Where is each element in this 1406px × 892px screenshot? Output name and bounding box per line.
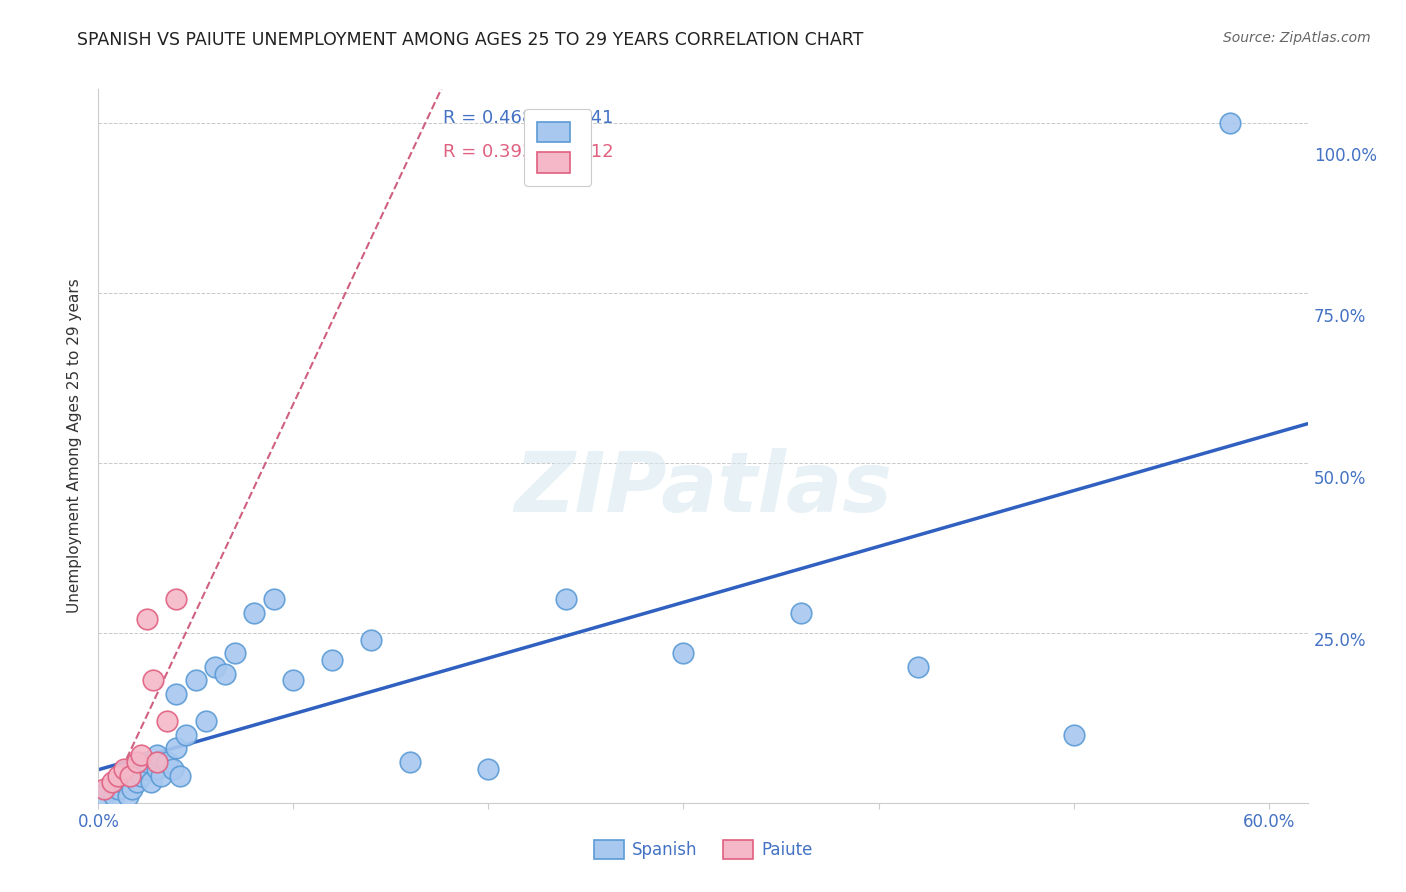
Point bbox=[224, 646, 246, 660]
Point bbox=[101, 775, 124, 789]
Point bbox=[146, 755, 169, 769]
Point bbox=[321, 653, 343, 667]
Point bbox=[399, 755, 422, 769]
Point bbox=[1219, 116, 1241, 130]
Point bbox=[97, 782, 120, 797]
Text: 100.0%: 100.0% bbox=[1313, 146, 1376, 164]
Point bbox=[131, 769, 153, 783]
Point bbox=[136, 612, 159, 626]
Point bbox=[127, 755, 149, 769]
Text: 75.0%: 75.0% bbox=[1313, 309, 1367, 326]
Point bbox=[107, 782, 129, 797]
Text: R = 0.393   N = 12: R = 0.393 N = 12 bbox=[443, 143, 613, 161]
Point bbox=[118, 769, 141, 783]
Point bbox=[360, 632, 382, 647]
Point bbox=[146, 762, 169, 776]
Text: 25.0%: 25.0% bbox=[1313, 632, 1367, 650]
Point bbox=[789, 606, 811, 620]
Point bbox=[243, 606, 266, 620]
Point bbox=[204, 660, 226, 674]
Text: Source: ZipAtlas.com: Source: ZipAtlas.com bbox=[1223, 31, 1371, 45]
Point bbox=[117, 769, 139, 783]
Point bbox=[111, 775, 134, 789]
Text: R = 0.468   N = 41: R = 0.468 N = 41 bbox=[443, 109, 613, 128]
Point bbox=[93, 782, 115, 797]
Text: 50.0%: 50.0% bbox=[1313, 470, 1367, 488]
Text: SPANISH VS PAIUTE UNEMPLOYMENT AMONG AGES 25 TO 29 YEARS CORRELATION CHART: SPANISH VS PAIUTE UNEMPLOYMENT AMONG AGE… bbox=[77, 31, 863, 49]
Point bbox=[174, 728, 197, 742]
Point bbox=[142, 673, 165, 688]
Point bbox=[122, 762, 145, 776]
Text: ZIPatlas: ZIPatlas bbox=[515, 449, 891, 529]
Point bbox=[184, 673, 207, 688]
Point bbox=[283, 673, 305, 688]
Point bbox=[136, 755, 159, 769]
Y-axis label: Unemployment Among Ages 25 to 29 years: Unemployment Among Ages 25 to 29 years bbox=[67, 278, 83, 614]
Point bbox=[214, 666, 236, 681]
Point bbox=[672, 646, 695, 660]
Point bbox=[907, 660, 929, 674]
Point bbox=[107, 769, 129, 783]
Point bbox=[156, 755, 179, 769]
Point bbox=[477, 762, 499, 776]
Point bbox=[1063, 728, 1085, 742]
Point bbox=[121, 782, 143, 797]
Point bbox=[169, 769, 191, 783]
Point bbox=[93, 789, 115, 803]
Point bbox=[146, 748, 169, 763]
Point bbox=[194, 714, 217, 729]
Point bbox=[117, 789, 139, 803]
Point bbox=[131, 748, 153, 763]
Point bbox=[555, 591, 578, 606]
Point bbox=[112, 762, 135, 776]
Point bbox=[136, 762, 159, 776]
Point bbox=[165, 591, 187, 606]
Point bbox=[149, 769, 172, 783]
Legend: Spanish, Paiute: Spanish, Paiute bbox=[588, 833, 818, 866]
Point bbox=[127, 775, 149, 789]
Point bbox=[165, 741, 187, 756]
Point bbox=[103, 789, 125, 803]
Point bbox=[162, 762, 184, 776]
Point bbox=[156, 714, 179, 729]
Point bbox=[165, 687, 187, 701]
Point bbox=[263, 591, 285, 606]
Point bbox=[139, 775, 162, 789]
